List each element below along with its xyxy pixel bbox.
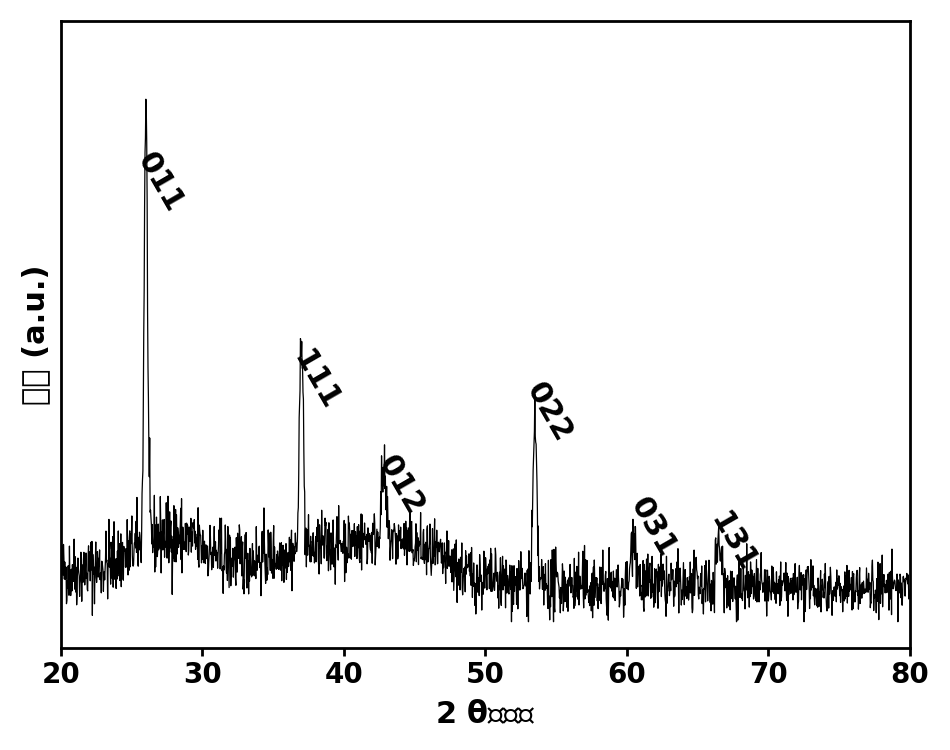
Text: 111: 111 bbox=[287, 346, 344, 416]
Text: 131: 131 bbox=[705, 508, 762, 578]
Text: 012: 012 bbox=[372, 451, 429, 520]
Text: 022: 022 bbox=[521, 377, 578, 447]
Text: 011: 011 bbox=[132, 148, 189, 217]
Y-axis label: 强度 (a.u.): 强度 (a.u.) bbox=[21, 264, 49, 404]
Text: 031: 031 bbox=[624, 492, 681, 562]
X-axis label: $\mathbf{2\ \theta}$（度）: $\mathbf{2\ \theta}$（度） bbox=[435, 700, 536, 729]
